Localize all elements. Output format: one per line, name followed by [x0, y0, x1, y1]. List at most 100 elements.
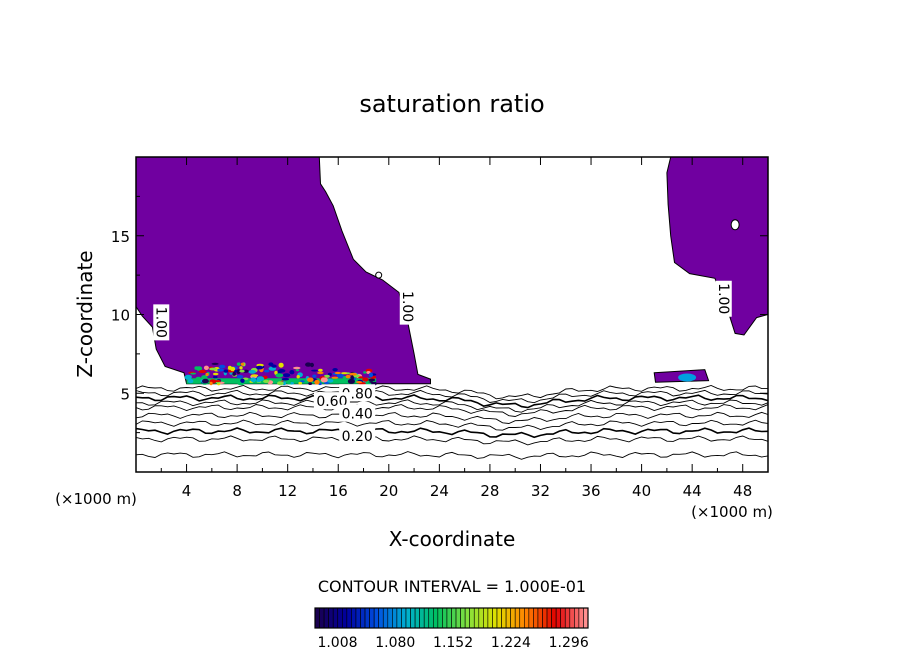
y-axis: 5 10 15 — [111, 195, 768, 434]
cloud-cell — [277, 369, 286, 373]
cloud-cell — [201, 375, 208, 380]
colorbar-tick-label: 1.296 — [549, 635, 589, 651]
subsaturated-hole — [730, 219, 740, 231]
colorbar-cell — [428, 607, 434, 629]
colorbar-cell — [328, 607, 334, 629]
colorbar-cell — [387, 607, 393, 629]
cloud-cell — [264, 369, 270, 373]
cloud-cell — [350, 375, 355, 381]
colorbar-cell — [442, 607, 448, 629]
x-tick-label: 28 — [480, 482, 499, 500]
x-tick-label: 40 — [632, 482, 651, 500]
cloud-cell — [282, 373, 291, 378]
cloud-cell — [368, 378, 376, 382]
colorbar-cell — [378, 607, 384, 629]
colorbar-tick-label: 1.080 — [375, 635, 415, 651]
colorbar-cell — [460, 607, 466, 629]
cloud-cell — [248, 370, 256, 374]
contour-line — [135, 385, 768, 400]
x-axis-label: X-coordinate — [389, 527, 516, 551]
x-tick-label: 8 — [232, 482, 242, 500]
cloud-cell — [287, 381, 291, 385]
cloud-cell — [349, 372, 358, 376]
cloud-cell — [202, 378, 209, 384]
colorbar-cell — [523, 607, 530, 629]
cloud-cell — [295, 369, 300, 372]
contour-label-bg — [339, 426, 376, 444]
cloud-cell — [240, 378, 245, 383]
colorbar-cell — [405, 607, 411, 629]
colorbar-cell — [401, 607, 407, 629]
cloud-cell — [239, 369, 245, 373]
contour-line — [135, 419, 769, 431]
cloud-cell — [256, 365, 264, 370]
cloud-cell — [184, 374, 192, 380]
y-unit-label: (×1000 m) — [55, 490, 137, 508]
colorbar-cell — [537, 607, 543, 629]
cloud-cell — [203, 365, 209, 370]
cloud-cell — [336, 373, 344, 378]
contour-label-bg — [715, 280, 732, 317]
colorbar-cell — [501, 607, 507, 629]
colorbar-cell — [574, 607, 580, 629]
cloud-cell — [347, 378, 355, 384]
contour-label: 1.00 — [399, 291, 415, 322]
colorbar-cell — [451, 607, 457, 629]
y-tick-label: 5 — [120, 385, 130, 403]
cloud-cell — [250, 377, 257, 383]
cloud-cell — [363, 371, 367, 374]
cloud-cell — [230, 366, 236, 372]
colorbar-cell — [487, 607, 493, 629]
cloud-cell — [236, 375, 244, 379]
colorbar-frame — [314, 607, 589, 629]
x-tick-label: 36 — [581, 482, 600, 500]
cloud-cell — [368, 372, 373, 378]
cloud-cell — [331, 376, 339, 379]
colorbar-cell — [382, 607, 389, 629]
cloud-cell — [358, 376, 364, 379]
colorbar-cell — [410, 607, 416, 629]
colorbar-cell — [392, 607, 398, 629]
cloud-cell — [308, 382, 313, 385]
cloud-cell — [317, 371, 324, 375]
colorbar: 1.008 1.080 1.152 1.224 1.296 — [314, 607, 589, 651]
contour-label-bg — [153, 304, 170, 341]
cloud-cell — [213, 375, 218, 379]
cloud-cell — [232, 371, 236, 376]
colorbar-cell — [555, 607, 562, 629]
colorbar-cell — [464, 607, 470, 629]
colorbar-cell — [341, 607, 348, 629]
contour-line — [135, 451, 769, 460]
cloud-cell — [341, 372, 348, 375]
chart-title: saturation ratio — [359, 90, 544, 118]
colorbar-cell — [346, 607, 352, 629]
cloud-cell — [307, 377, 314, 383]
cloud-cell — [209, 367, 217, 371]
cloud-cell — [237, 382, 245, 386]
cloud-cell — [190, 372, 197, 375]
cloud-cell — [281, 377, 290, 381]
cloud-cell — [205, 372, 209, 377]
colorbar-tick-label: 1.152 — [433, 635, 473, 651]
colorbar-cell — [446, 607, 452, 629]
cloud-cell — [278, 362, 284, 368]
colorbar-cell — [360, 607, 366, 629]
contour-label-bg — [339, 404, 376, 422]
contour-label: 0.20 — [342, 429, 373, 445]
cloud-cell — [234, 369, 238, 373]
contour-line — [135, 435, 769, 446]
cloud-cell — [212, 372, 219, 376]
colorbar-cell — [542, 607, 548, 629]
supersaturated-region — [135, 156, 431, 385]
cloud-cell — [275, 373, 284, 378]
cloud-patch — [678, 373, 697, 382]
cloud-cell — [209, 381, 213, 386]
colorbar-cell — [396, 607, 402, 629]
cloud-cell — [318, 368, 323, 372]
cloud-cell — [271, 364, 277, 368]
colorbar-cell — [332, 607, 339, 629]
colorbar-cell — [496, 607, 502, 629]
contour-label: 1.00 — [715, 283, 731, 314]
colorbar-cell — [514, 607, 521, 629]
